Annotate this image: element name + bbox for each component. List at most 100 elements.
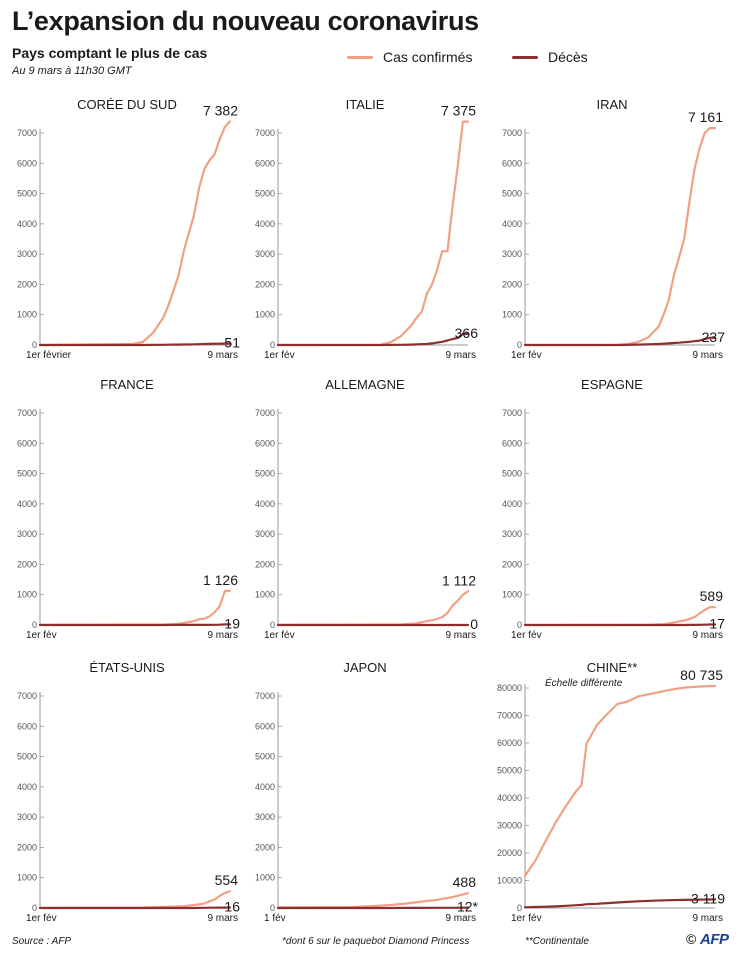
chart-1-end-label-deaths: 366 [455, 325, 479, 341]
footnote-china: **Continentale [525, 936, 589, 947]
chart-7-ytick-label: 7000 [255, 691, 275, 701]
chart-0-line-deaths [38, 342, 232, 347]
chart-5-end-label-deaths: 17 [709, 615, 725, 631]
chart-1-ytick-label: 1000 [255, 310, 275, 320]
chart-2-title: IRAN [596, 97, 627, 112]
chart-2-end-label-confirmed: 7 161 [688, 109, 723, 125]
chart-4-x-end-label: 9 mars [445, 630, 476, 641]
chart-8-ytick-label: 20000 [497, 848, 522, 858]
chart-5-ytick-label: 6000 [502, 438, 522, 448]
legend-deaths-swatch [512, 55, 538, 59]
chart-3-ytick-label: 5000 [17, 469, 37, 479]
chart-3-panel: FRANCE 0 1000 2000 3000 4000 5000 6000 7000 1er f… [17, 377, 240, 641]
chart-7-panel: JAPON 0 1000 2000 3000 4000 5000 6000 7000 1 fév 9… [255, 660, 479, 924]
chart-7-line-confirmed [276, 892, 470, 909]
chart-4-ytick-label: 5000 [255, 469, 275, 479]
chart-0-ytick-label: 0 [32, 340, 37, 350]
chart-7-ytick-label: 3000 [255, 812, 275, 822]
chart-8-end-label-deaths: 3 119 [691, 890, 725, 906]
chart-8-line-deaths [523, 898, 717, 909]
chart-2-ytick-label: 5000 [502, 189, 522, 199]
chart-5-ytick-label: 7000 [502, 408, 522, 418]
chart-8-ytick-label: 80000 [497, 683, 522, 693]
chart-4-ytick-label: 0 [270, 620, 275, 630]
chart-2-end-label-deaths: 237 [702, 329, 726, 345]
chart-1-ytick-label: 5000 [255, 189, 275, 199]
chart-2-x-start-label: 1er fév [511, 350, 542, 361]
chart-7-ytick-label: 4000 [255, 782, 275, 792]
chart-1-ytick-label: 2000 [255, 279, 275, 289]
chart-7-end-label-deaths: 12* [457, 899, 479, 915]
chart-2-ytick-label: 2000 [502, 279, 522, 289]
chart-1-panel: ITALIE 0 1000 2000 3000 4000 5000 6000 7000 1er f… [255, 97, 478, 361]
chart-5-line-confirmed [523, 606, 717, 627]
chart-3-ytick-label: 1000 [17, 590, 37, 600]
footnote-japan: *dont 6 sur le paquebot Diamond Princess [282, 936, 470, 947]
chart-7-ytick-label: 6000 [255, 721, 275, 731]
chart-2-ytick-label: 7000 [502, 128, 522, 138]
chart-7-x-end-label: 9 mars [445, 913, 476, 924]
chart-8-ytick-label: 30000 [497, 821, 522, 831]
chart-2-line-deaths [523, 336, 717, 347]
chart-6-ytick-label: 0 [32, 903, 37, 913]
chart-8-ytick-label: 70000 [497, 711, 522, 721]
chart-1-line-confirmed [276, 120, 470, 347]
chart-4-ytick-label: 2000 [255, 559, 275, 569]
chart-0-x-start-label: 1er février [26, 350, 72, 361]
legend-confirmed: Cas confirmés [347, 49, 472, 65]
chart-6-end-label-deaths: 16 [224, 899, 240, 915]
chart-5-panel: ESPAGNE 0 1000 2000 3000 4000 5000 6000 7000 1er … [502, 377, 725, 641]
chart-6-ytick-label: 7000 [17, 691, 37, 701]
chart-0-panel: CORÉE DU SUD 0 1000 2000 3000 4000 5000 6000 700… [17, 97, 240, 361]
chart-1-ytick-label: 6000 [255, 158, 275, 168]
page-subtitle: Pays comptant le plus de cas [12, 45, 208, 61]
chart-8-ytick-label: 50000 [497, 766, 522, 776]
chart-4-x-start-label: 1er fév [264, 630, 295, 641]
chart-5-ytick-label: 5000 [502, 469, 522, 479]
chart-0-x-end-label: 9 mars [207, 350, 238, 361]
chart-3-ytick-label: 4000 [17, 499, 37, 509]
page-title: L’expansion du nouveau coronavirus [12, 6, 479, 36]
chart-3-ytick-label: 0 [32, 620, 37, 630]
chart-7-ytick-label: 5000 [255, 752, 275, 762]
chart-5-ytick-label: 1000 [502, 590, 522, 600]
chart-6-ytick-label: 2000 [17, 842, 37, 852]
chart-1-ytick-label: 3000 [255, 249, 275, 259]
chart-1-title: ITALIE [346, 97, 385, 112]
chart-4-title: ALLEMAGNE [325, 377, 405, 392]
chart-0-ytick-label: 6000 [17, 158, 37, 168]
chart-6-ytick-label: 5000 [17, 752, 37, 762]
chart-5-ytick-label: 4000 [502, 499, 522, 509]
chart-5-end-label-confirmed: 589 [700, 588, 724, 604]
chart-2-panel: IRAN 0 1000 2000 3000 4000 5000 6000 7000 1er fév… [502, 97, 725, 361]
chart-1-x-end-label: 9 mars [445, 350, 476, 361]
chart-1-ytick-label: 0 [270, 340, 275, 350]
chart-0-ytick-label: 2000 [17, 279, 37, 289]
chart-1-ytick-label: 4000 [255, 219, 275, 229]
chart-7-title: JAPON [343, 660, 386, 675]
chart-6-title: ÉTATS-UNIS [89, 660, 165, 675]
chart-1-x-start-label: 1er fév [264, 350, 295, 361]
source-note: Source : AFP [12, 936, 72, 947]
chart-5-title: ESPAGNE [581, 377, 643, 392]
chart-2-x-end-label: 9 mars [692, 350, 723, 361]
chart-0-ytick-label: 7000 [17, 128, 37, 138]
chart-6-end-label-confirmed: 554 [215, 872, 239, 888]
chart-0-end-label-deaths: 51 [224, 334, 240, 350]
chart-5-x-end-label: 9 mars [692, 630, 723, 641]
chart-2-ytick-label: 6000 [502, 158, 522, 168]
chart-8-ytick-label: 10000 [497, 876, 522, 886]
afp-logo: AFP [700, 931, 729, 948]
chart-3-x-start-label: 1er fév [26, 630, 57, 641]
chart-4-ytick-label: 6000 [255, 438, 275, 448]
chart-6-line-deaths [38, 906, 232, 910]
chart-0-title: CORÉE DU SUD [77, 97, 177, 112]
chart-0-end-label-confirmed: 7 382 [203, 102, 238, 118]
chart-8-x-start-label: 1er fév [511, 913, 542, 924]
chart-1-ytick-label: 7000 [255, 128, 275, 138]
chart-5-x-start-label: 1er fév [511, 630, 542, 641]
chart-0-ytick-label: 3000 [17, 249, 37, 259]
chart-8-title: CHINE** [587, 660, 638, 675]
chart-3-line-deaths [38, 623, 232, 627]
chart-3-title: FRANCE [100, 377, 154, 392]
